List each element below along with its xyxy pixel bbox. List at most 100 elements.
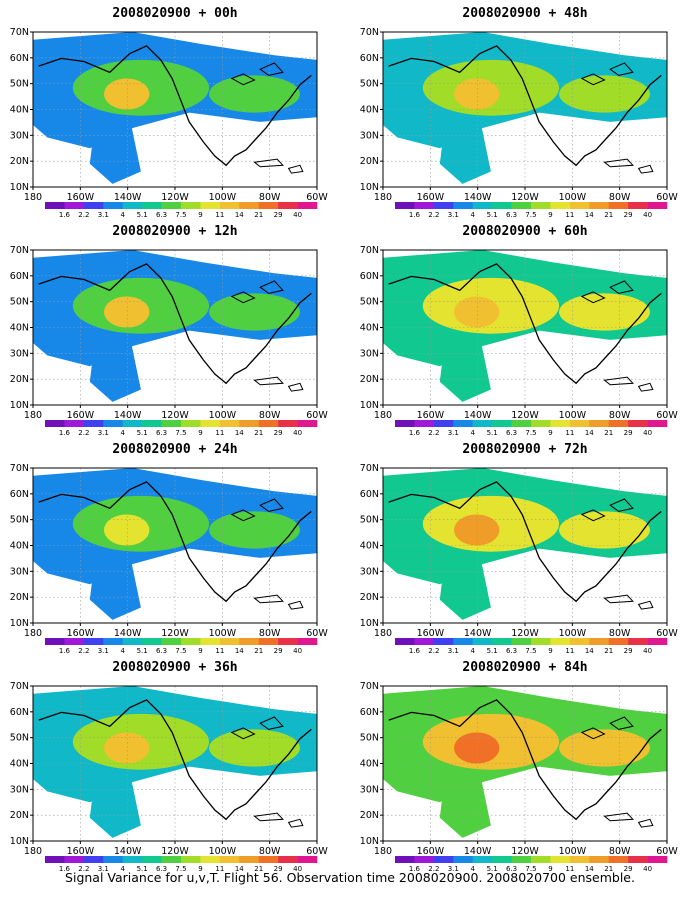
lat-tick-label: 10N (10, 400, 29, 411)
colorbar-swatch (550, 202, 571, 209)
colorbar-swatch (122, 638, 143, 645)
contour-band (89, 771, 141, 838)
lat-tick-label: 20N (360, 156, 379, 167)
lon-tick-label: 160W (67, 410, 95, 421)
colorbar-label: 2.2 (428, 211, 439, 219)
colorbar-swatch (453, 638, 474, 645)
colorbar: 1.6 2.2 3.1 4 5.1 6.3 7.5 9 11 14 21 29 40 (395, 420, 668, 437)
lon-tick-label: 80W (259, 410, 281, 421)
lat-tick-label: 50N (360, 515, 379, 526)
colorbar-label: 40 (643, 647, 652, 655)
lat-tick-label: 10N (360, 400, 379, 411)
colorbar-swatch (83, 856, 104, 863)
panel-12h: 2008020900 + 12h 70N 60N 50N 40N 30N 20N 10N 18… (0, 218, 350, 440)
lat-tick-label: 40N (10, 105, 29, 116)
colorbar-swatch (45, 638, 65, 645)
lon-tick-label: 160W (67, 846, 95, 857)
colorbar-swatch (258, 638, 279, 645)
lon-tick-label: 120W (161, 410, 189, 421)
colorbar-swatch (608, 420, 629, 427)
lon-tick-label: 60W (656, 192, 678, 203)
colorbar-swatch (647, 202, 668, 209)
lat-tick-label: 50N (10, 79, 29, 90)
colorbar-label: 7.5 (525, 647, 536, 655)
colorbar-label: 4 (470, 647, 475, 655)
lat-tick-label: 60N (360, 707, 379, 718)
lat-tick-label: 30N (360, 348, 379, 359)
colorbar-swatch (83, 420, 104, 427)
colorbar-swatch (472, 638, 493, 645)
colorbar-swatch (122, 420, 143, 427)
colorbar-label: 4 (120, 647, 125, 655)
colorbar-label: 3.1 (98, 647, 109, 655)
colorbar-label: 9 (198, 865, 202, 873)
contour-band (209, 75, 300, 113)
contour-peak (104, 78, 150, 110)
colorbar-label: 29 (274, 865, 283, 873)
colorbar: 1.6 2.2 3.1 4 5.1 6.3 7.5 9 11 14 21 29 40 (395, 638, 668, 655)
colorbar-swatch (589, 420, 610, 427)
colorbar-swatch (219, 420, 240, 427)
colorbar-label: 11 (565, 211, 574, 219)
lon-tick-label: 120W (161, 628, 189, 639)
lat-tick-label: 20N (10, 592, 29, 603)
colorbar-swatch (492, 202, 512, 209)
colorbar-swatch (45, 856, 65, 863)
colorbar-label: 11 (565, 647, 574, 655)
colorbar-label: 9 (198, 647, 202, 655)
lat-tick-label: 30N (10, 566, 29, 577)
colorbar-label: 11 (215, 647, 224, 655)
colorbar-label: 4 (470, 211, 475, 219)
lat-tick-label: 40N (360, 105, 379, 116)
colorbar-swatch (297, 856, 318, 863)
colorbar-swatch (219, 856, 240, 863)
colorbar-swatch (122, 202, 143, 209)
colorbar-label: 9 (198, 211, 202, 219)
colorbar-swatch (511, 202, 532, 209)
colorbar-swatch (628, 638, 648, 645)
colorbar-swatch (608, 638, 629, 645)
lat-tick-label: 20N (10, 156, 29, 167)
contour-band (209, 511, 300, 549)
colorbar-swatch (278, 856, 298, 863)
coastline (38, 699, 312, 828)
colorbar-label: 40 (643, 865, 652, 873)
colorbar-swatch (161, 420, 182, 427)
lat-tick-label: 40N (360, 759, 379, 770)
colorbar-label: 29 (624, 865, 633, 873)
lon-tick-label: 160W (67, 628, 95, 639)
colorbar-label: 1.6 (409, 211, 421, 219)
colorbar-swatch (511, 856, 532, 863)
colorbar-label: 14 (235, 429, 244, 437)
colorbar-label: 29 (274, 211, 283, 219)
lon-tick-label: 80W (609, 846, 631, 857)
colorbar-swatch (103, 420, 124, 427)
colorbar-label: 9 (548, 865, 552, 873)
lon-tick-label: 180 (374, 628, 392, 639)
contour-peak (454, 514, 500, 546)
colorbar-label: 29 (274, 647, 283, 655)
lat-tick-label: 50N (360, 733, 379, 744)
colorbar-swatch (64, 420, 85, 427)
lon-tick-label: 120W (511, 192, 539, 203)
colorbar-swatch (531, 638, 551, 645)
lon-tick-label: 100W (209, 846, 237, 857)
lon-tick-label: 160W (67, 192, 95, 203)
colorbar-swatch (239, 638, 260, 645)
colorbar-swatch (239, 202, 260, 209)
colorbar-swatch (142, 420, 162, 427)
colorbar-swatch (219, 202, 240, 209)
colorbar-label: 40 (643, 211, 652, 219)
colorbar-swatch (569, 638, 590, 645)
colorbar-swatch (395, 856, 415, 863)
colorbar-label: 21 (254, 865, 263, 873)
lon-tick-label: 100W (559, 192, 587, 203)
colorbar-swatch (103, 856, 124, 863)
colorbar-swatch (395, 202, 415, 209)
lat-tick-label: 20N (10, 810, 29, 821)
lat-tick-label: 60N (10, 271, 29, 282)
colorbar-swatch (453, 856, 474, 863)
colorbar-swatch (83, 638, 104, 645)
lat-tick-label: 10N (360, 182, 379, 193)
